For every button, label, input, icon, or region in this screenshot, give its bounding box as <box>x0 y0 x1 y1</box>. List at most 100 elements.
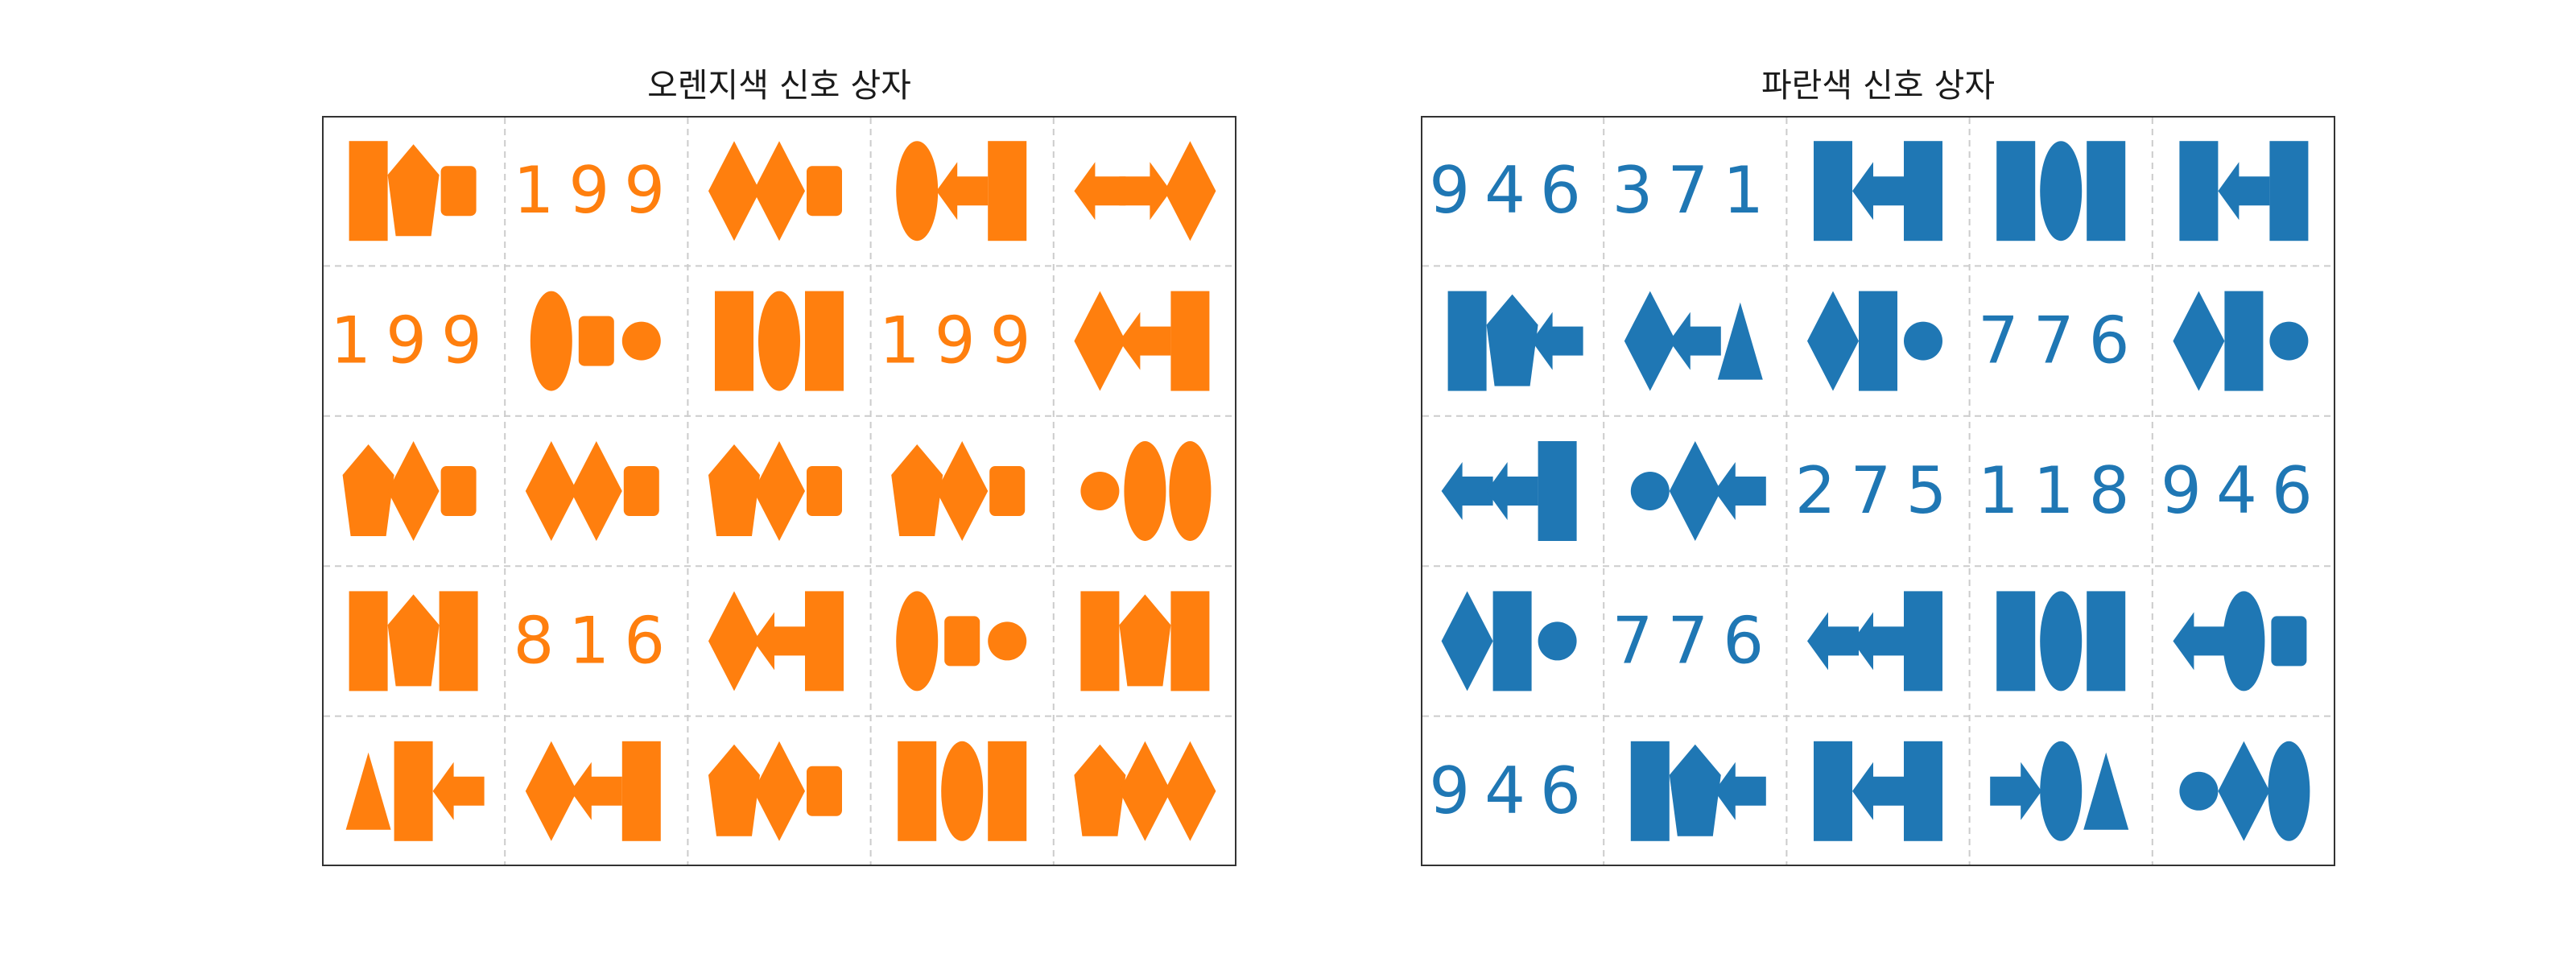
arrow-left-icon <box>1669 312 1721 370</box>
diamond-icon <box>1119 741 1171 841</box>
blue-cell-r3-c4: 118 <box>1978 453 2145 528</box>
arrow-left-icon <box>570 762 622 820</box>
blue-cell-number: 371 <box>1612 153 1778 228</box>
orange-cell-r3-c2 <box>525 441 659 541</box>
blue-cell-r5-c3 <box>1814 741 1942 841</box>
blue-cell-r4-c4 <box>1996 591 2126 691</box>
blue-cell-number: 946 <box>1429 153 1596 228</box>
rect-icon <box>349 141 388 242</box>
rect-icon <box>1904 141 1942 242</box>
diamond-icon <box>936 441 989 541</box>
diamond-icon <box>525 441 577 541</box>
arrow-left-icon <box>1119 312 1171 370</box>
orange-cell-r4-c2: 816 <box>513 603 665 678</box>
rect-icon <box>2179 141 2219 242</box>
rect-icon <box>439 591 478 691</box>
blue-panel-title: 파란색 신호 상자 <box>1761 66 1996 105</box>
rounded-rect-icon <box>807 766 842 816</box>
rect-icon <box>1996 141 2036 242</box>
rounded-rect-icon <box>944 616 980 667</box>
ellipse-icon <box>1124 441 1166 541</box>
arrow-left-icon <box>2218 162 2270 221</box>
arrow-left-icon <box>1074 162 1126 221</box>
orange-cell-r5-c3 <box>708 741 842 841</box>
circle-icon <box>1904 321 1942 361</box>
orange-signal-grid: 199 199 199 816 <box>322 116 1236 866</box>
orange-panel-title: 오렌지색 신호 상자 <box>647 66 911 105</box>
orange-cell-r5-c5 <box>1074 741 1216 841</box>
rounded-rect-icon <box>989 466 1026 516</box>
ellipse-icon <box>941 741 984 841</box>
rect-icon <box>2087 591 2126 691</box>
blue-cell-r5-c4 <box>1990 741 2129 841</box>
arrow-left-icon <box>1441 462 1493 520</box>
arrow-left-icon <box>936 162 989 221</box>
rect-icon <box>1814 741 1852 841</box>
orange-cell-r2-c3 <box>715 291 844 391</box>
pentagon-icon <box>1119 594 1171 687</box>
orange-cell-r4-c4 <box>896 591 1027 691</box>
blue-signal-box-panel: 파란색 신호 상자 946 371 776 275 118 946 776 946 <box>1421 69 2335 866</box>
ellipse-icon <box>2040 741 2083 841</box>
orange-cell-number: 199 <box>513 153 679 228</box>
blue-cell-r2-c4: 776 <box>1978 303 2130 378</box>
rect-icon <box>1492 591 1532 691</box>
blue-cell-r5-c2 <box>1630 741 1766 841</box>
rect-icon <box>2087 141 2126 242</box>
blue-cell-r2-c3 <box>1807 291 1942 391</box>
rect-icon <box>1170 591 1210 691</box>
diamond-icon <box>570 441 622 541</box>
ellipse-icon <box>530 291 572 391</box>
blue-cell-r3-c5: 946 <box>2161 453 2313 528</box>
blue-cell-number: 118 <box>1978 453 2145 528</box>
diamond-icon <box>1164 741 1216 841</box>
diamond-icon <box>387 441 440 541</box>
orange-cell-r5-c2 <box>525 741 661 841</box>
blue-cell-r1-c4 <box>1996 141 2126 242</box>
blue-cell-r2-c2 <box>1624 291 1763 391</box>
blue-cell-r5-c5 <box>2179 741 2310 841</box>
rect-icon <box>1630 741 1670 841</box>
blue-cell-number: 776 <box>1612 603 1778 678</box>
blue-cell-r3-c3: 275 <box>1795 453 1962 528</box>
ellipse-icon <box>2223 591 2265 691</box>
orange-cell-r1-c2: 199 <box>513 153 679 228</box>
pentagon-icon <box>1486 294 1538 386</box>
rect-icon <box>349 591 388 691</box>
diamond-icon <box>525 741 577 841</box>
arrow-left-icon <box>753 612 805 671</box>
orange-cell-r5-c4 <box>898 741 1027 841</box>
circle-icon <box>988 621 1027 661</box>
blue-cell-r4-c1 <box>1441 591 1577 691</box>
arrow-right-icon <box>1119 162 1171 221</box>
ellipse-icon <box>2040 591 2083 691</box>
blue-cell-number: 275 <box>1795 453 1962 528</box>
ellipse-icon <box>1169 441 1212 541</box>
diamond-icon <box>753 741 805 841</box>
orange-cell-r2-c1: 199 <box>330 303 482 378</box>
arrow-left-icon <box>1714 762 1766 820</box>
pentagon-icon <box>708 744 760 836</box>
blue-cell-r2-c5 <box>2173 291 2309 391</box>
rect-icon <box>1996 591 2036 691</box>
arrow-left-icon <box>1714 462 1766 520</box>
triangle-icon <box>345 752 391 830</box>
diamond-icon <box>1669 441 1721 541</box>
orange-cell-r1-c4 <box>896 141 1027 242</box>
blue-cell-number: 946 <box>1429 753 1596 828</box>
circle-icon <box>621 321 661 361</box>
triangle-icon <box>2083 752 2129 830</box>
arrow-right-icon <box>1990 762 2042 820</box>
orange-signal-box-panel: 오렌지색 신호 상자 199 199 199 816 <box>322 69 1236 866</box>
rect-icon <box>1904 591 1942 691</box>
orange-cell-number: 199 <box>879 303 1046 378</box>
rect-icon <box>805 291 844 391</box>
ellipse-icon <box>896 591 939 691</box>
circle-icon <box>2269 321 2309 361</box>
blue-cell-r1-c1: 946 <box>1429 153 1596 228</box>
rect-icon <box>1904 741 1942 841</box>
diamond-icon <box>1624 291 1676 391</box>
orange-cell-r3-c3 <box>708 441 842 541</box>
circle-icon <box>1080 472 1120 510</box>
triangle-icon <box>1717 302 1763 380</box>
